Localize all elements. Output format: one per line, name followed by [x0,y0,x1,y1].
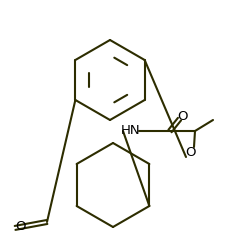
Text: O: O [15,220,25,234]
Text: O: O [177,110,187,122]
Text: HN: HN [121,124,141,138]
Text: O: O [185,145,195,159]
